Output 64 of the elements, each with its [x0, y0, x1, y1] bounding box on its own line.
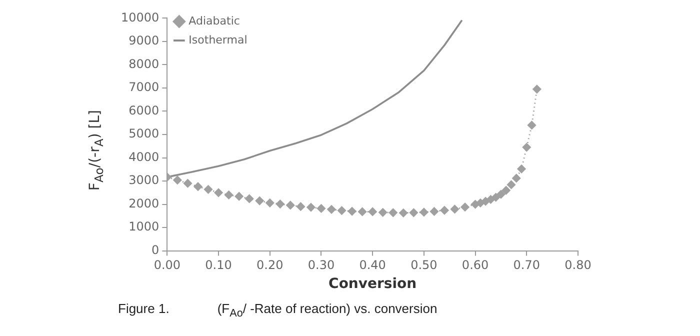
- y-tick-label: 6000: [128, 103, 160, 118]
- x-tick-label: 0.50: [410, 258, 438, 272]
- point: [183, 179, 192, 188]
- y-tick-label: 9000: [128, 34, 160, 48]
- point: [399, 208, 408, 218]
- point: [348, 207, 356, 216]
- point: [532, 84, 542, 94]
- point: [409, 208, 418, 217]
- point: [496, 190, 506, 199]
- point: [173, 176, 182, 184]
- point: [378, 208, 388, 217]
- point: [234, 192, 244, 201]
- point: [512, 174, 521, 182]
- point: [358, 207, 367, 216]
- point: [194, 182, 202, 191]
- point: [316, 204, 326, 213]
- y-tick-label: 2000: [128, 196, 160, 210]
- point: [430, 207, 438, 216]
- y-tick-label: 10000: [120, 10, 160, 24]
- x-tick-label: 0.30: [308, 258, 335, 272]
- text: (F$_{Ao}$/ -Rate of reaction) vs. conversion: [217, 301, 438, 320]
- point: [460, 202, 470, 212]
- y-tick-label: 5000: [128, 126, 160, 141]
- x-tick-label: 0.10: [205, 258, 232, 272]
- point: [476, 198, 485, 208]
- x-tick-label: 0.70: [513, 258, 540, 272]
- y-tick-label: 1000: [128, 220, 160, 234]
- point: [440, 206, 449, 215]
- point: [214, 188, 223, 197]
- point: [306, 203, 316, 212]
- x-tick-label: 0.20: [256, 258, 284, 272]
- x-tick-label: 0.60: [462, 258, 489, 272]
- point: [502, 186, 510, 195]
- x-tick-label: 0.40: [359, 258, 386, 272]
- point: [286, 200, 295, 210]
- x-axis-title: Conversion: [328, 276, 417, 292]
- point: [224, 190, 234, 200]
- x-tick-label: 0.80: [564, 258, 592, 272]
- y-tick-label: 0: [152, 242, 160, 257]
- point: [368, 207, 377, 216]
- point: [266, 198, 274, 208]
- point: [420, 208, 428, 216]
- legend-label: Isothermal: [188, 33, 248, 46]
- point: [338, 206, 346, 215]
- point: [245, 194, 254, 203]
- point: [388, 208, 398, 217]
- point: [296, 202, 305, 211]
- caption: Figure 1.: [118, 301, 170, 318]
- point: [522, 143, 531, 152]
- point: [450, 204, 459, 214]
- y-tick-label: 3000: [128, 173, 160, 188]
- x-tick-label: 0.00: [154, 258, 181, 272]
- point: [506, 180, 516, 189]
- point: [492, 193, 500, 202]
- point: [276, 200, 284, 208]
- y-tick-label: 7000: [128, 80, 160, 94]
- point: [528, 120, 536, 130]
- point: [327, 205, 336, 214]
- y-tick-label: 4000: [128, 150, 160, 164]
- legend-label: Adiabatic: [188, 14, 240, 28]
- point: [517, 164, 526, 174]
- point: [255, 196, 264, 206]
- point: [204, 185, 213, 194]
- y-tick-label: 8000: [128, 56, 160, 71]
